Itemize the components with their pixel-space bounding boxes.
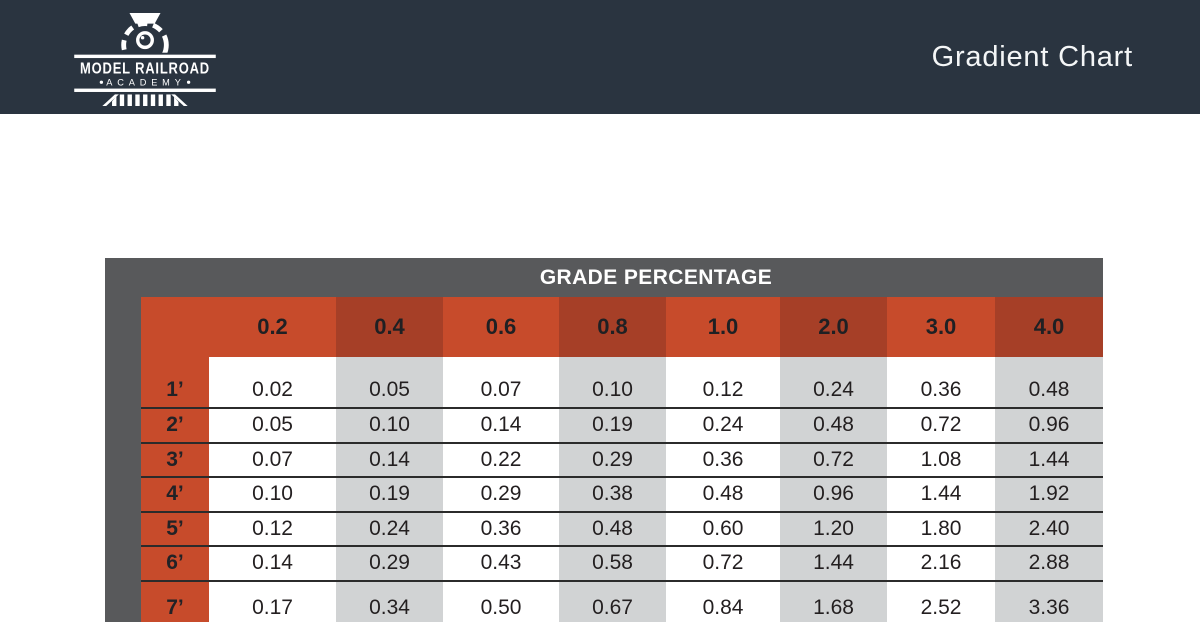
table-cell: 0.29: [443, 478, 559, 513]
table-cell: 0.48: [995, 372, 1103, 409]
table-cell: 1.44: [780, 547, 887, 582]
table-cell: 2.52: [887, 581, 995, 622]
cowcatcher-shape: [102, 93, 188, 106]
row-label: 5’: [141, 512, 209, 547]
table-cell: 1.68: [780, 581, 887, 622]
table-cell: 0.10: [209, 478, 336, 513]
table-cell: 0.60: [666, 512, 780, 547]
header-corner-cell: [141, 297, 209, 357]
table-cell: 0.10: [336, 409, 443, 444]
table-cell: 2.16: [887, 547, 995, 582]
table-cell: 0.05: [209, 409, 336, 444]
table-side-frame: [105, 297, 141, 622]
table-cell: 3.36: [995, 581, 1103, 622]
spacer-cell: [995, 357, 1103, 372]
table-cell: 0.72: [887, 409, 995, 444]
table-cell: 0.02: [209, 372, 336, 409]
table-cell: 0.24: [666, 409, 780, 444]
column-header: 1.0: [666, 297, 780, 357]
row-label: 2’: [141, 409, 209, 444]
table-cell: 0.58: [559, 547, 666, 582]
table-cell: 0.43: [443, 547, 559, 582]
row-label: 7’: [141, 581, 209, 622]
table-cell: 0.19: [336, 478, 443, 513]
spacer-cell: [443, 357, 559, 372]
column-header: 0.4: [336, 297, 443, 357]
table-cell: 0.96: [780, 478, 887, 513]
brand-logo: MODEL RAILROAD ACADEMY: [72, 0, 218, 114]
column-header: 0.2: [209, 297, 336, 357]
table-cell: 0.14: [443, 409, 559, 444]
table-cell: 0.36: [443, 512, 559, 547]
table-cell: 0.50: [443, 581, 559, 622]
page-title: Gradient Chart: [931, 40, 1133, 73]
table-cell: 0.48: [559, 512, 666, 547]
table-cell: 0.48: [666, 478, 780, 513]
spacer-cell: [559, 357, 666, 372]
column-header: 4.0: [995, 297, 1103, 357]
table-cell: 0.17: [209, 581, 336, 622]
table-cell: 0.14: [209, 547, 336, 582]
table-cell: 0.34: [336, 581, 443, 622]
row-label: 4’: [141, 478, 209, 513]
row-label: 3’: [141, 443, 209, 478]
table-grid: 0.2 0.4 0.6 0.8 1.0 2.0 3.0 4.0 1’ 0.02 0.05 0.07 0.…: [105, 297, 1103, 622]
table-cell: 2.88: [995, 547, 1103, 582]
table-cell: 0.07: [443, 372, 559, 409]
table-cell: 1.20: [780, 512, 887, 547]
table-cell: 0.29: [559, 443, 666, 478]
table-cell: 0.72: [780, 443, 887, 478]
table-cell: 0.96: [995, 409, 1103, 444]
spacer-cell: [336, 357, 443, 372]
table-cell: 0.38: [559, 478, 666, 513]
table-cell: 0.36: [887, 372, 995, 409]
table-cell: 0.48: [780, 409, 887, 444]
table-cell: 0.12: [666, 372, 780, 409]
gradient-table: GRADE PERCENTAGE 0.2 0.4 0.6 0.8 1.0 2.0 3.0 4.…: [105, 258, 1103, 622]
logo-wordmark: MODEL RAILROAD: [80, 60, 210, 77]
table-cell: 1.44: [995, 443, 1103, 478]
row-label: 6’: [141, 547, 209, 582]
spacer-cell: [780, 357, 887, 372]
table-cell: 2.40: [995, 512, 1103, 547]
table-cell: 0.12: [209, 512, 336, 547]
table-title: GRADE PERCENTAGE: [539, 265, 773, 289]
column-header: 3.0: [887, 297, 995, 357]
column-header: 0.6: [443, 297, 559, 357]
table-cell: 0.05: [336, 372, 443, 409]
table-cell: 1.80: [887, 512, 995, 547]
table-cell: 0.36: [666, 443, 780, 478]
table-title-bar: GRADE PERCENTAGE: [105, 258, 1103, 297]
table-cell: 0.67: [559, 581, 666, 622]
table-cell: 0.10: [559, 372, 666, 409]
spacer-label-cell: [141, 357, 209, 372]
logo-subline: ACADEMY: [106, 77, 185, 87]
row-label: 1’: [141, 372, 209, 409]
spacer-cell: [209, 357, 336, 372]
table-cell: 0.24: [780, 372, 887, 409]
locomotive-icon: MODEL RAILROAD ACADEMY: [72, 12, 218, 106]
table-cell: 1.92: [995, 478, 1103, 513]
table-cell: 0.24: [336, 512, 443, 547]
table-cell: 0.29: [336, 547, 443, 582]
table-cell: 0.19: [559, 409, 666, 444]
table-cell: 0.72: [666, 547, 780, 582]
table-cell: 1.08: [887, 443, 995, 478]
table-cell: 1.44: [887, 478, 995, 513]
table-cell: 0.14: [336, 443, 443, 478]
table-cell: 0.84: [666, 581, 780, 622]
column-header: 2.0: [780, 297, 887, 357]
spacer-cell: [666, 357, 780, 372]
table-cell: 0.22: [443, 443, 559, 478]
spacer-cell: [887, 357, 995, 372]
column-header: 0.8: [559, 297, 666, 357]
table-cell: 0.07: [209, 443, 336, 478]
header-bar: MODEL RAILROAD ACADEMY: [0, 0, 1200, 114]
